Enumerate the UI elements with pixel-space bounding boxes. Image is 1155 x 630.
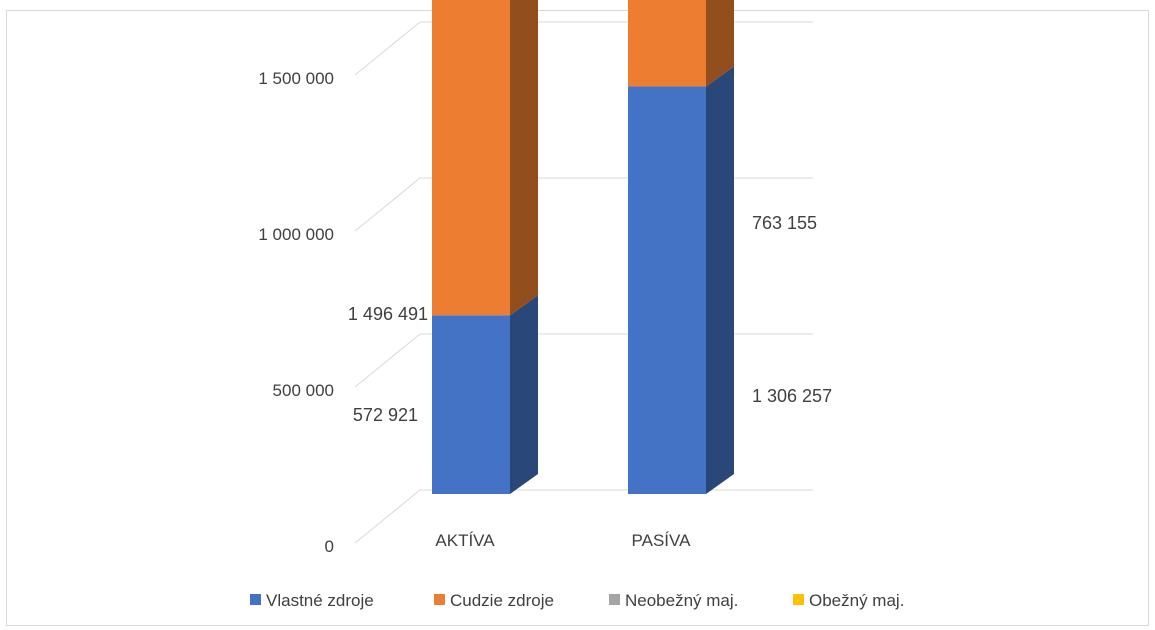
bar-side-0-0 [510, 295, 538, 494]
y-tick-label: 0 [325, 537, 334, 556]
gridline-diagonal [354, 177, 421, 232]
data-label: 1 496 491 [348, 304, 428, 324]
bar-side-1-0 [706, 66, 734, 494]
data-label: 1 306 257 [752, 386, 832, 406]
legend-label: Cudzie zdroje [450, 591, 554, 610]
bar-1-1 [628, 0, 706, 87]
bar-side-0-1 [510, 0, 538, 316]
gridline-diagonal [354, 333, 421, 388]
x-tick-label: PASÍVA [632, 531, 692, 550]
legend-swatch [434, 594, 445, 605]
x-tick-label: AKTÍVA [435, 531, 495, 550]
data-label: 763 155 [752, 213, 817, 233]
legend-swatch [250, 594, 261, 605]
y-tick-label: 500 000 [273, 381, 334, 400]
bar-0-1 [432, 0, 510, 316]
gridline-diagonal [354, 489, 421, 544]
legend: Vlastné zdroje Cudzie zdroje Neobežný maj.… [250, 591, 904, 610]
y-tick-label: 1 000 000 [258, 225, 334, 244]
legend-label: Obežný maj. [809, 591, 904, 610]
gridline-diagonal [354, 21, 421, 76]
bars [432, 0, 734, 494]
x-axis: AKTÍVA PASÍVA [435, 531, 691, 550]
data-labels: 572 921 1 306 257 1 496 491 763 155 [348, 213, 832, 425]
data-label: 572 921 [353, 405, 418, 425]
bar-1-0 [628, 86, 706, 494]
y-tick-label: 1 500 000 [258, 69, 334, 88]
legend-label: Neobežný maj. [625, 591, 738, 610]
bar-0-0 [432, 315, 510, 494]
chart-area [6, 10, 1149, 626]
bar-side-1-1 [706, 0, 734, 87]
legend-swatch [793, 594, 804, 605]
legend-swatch [609, 594, 620, 605]
gridlines [354, 21, 813, 544]
legend-label: Vlastné zdroje [266, 591, 374, 610]
